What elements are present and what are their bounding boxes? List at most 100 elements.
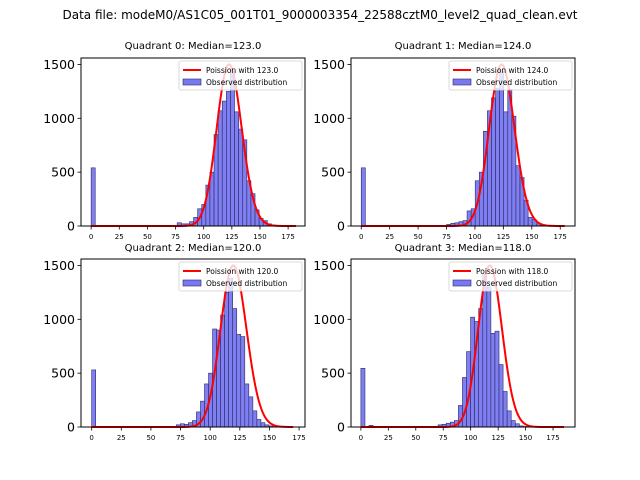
- x-tick-label: 125: [225, 233, 238, 241]
- y-tick-label: 1500: [313, 57, 345, 72]
- legend-label-observed: Observed distribution: [476, 279, 557, 288]
- x-tick-label: 150: [263, 434, 276, 442]
- histogram-bar: [495, 87, 500, 227]
- x-tick-label: 150: [519, 434, 532, 442]
- y-tick-label: 500: [51, 366, 75, 381]
- x-tick-label: 175: [292, 434, 305, 442]
- x-tick-label: 75: [176, 434, 185, 442]
- y-tick-label: 500: [321, 366, 345, 381]
- histogram-bar: [498, 364, 504, 428]
- subplot-title: Quadrant 3: Median=118.0: [395, 243, 532, 254]
- histogram-bar: [90, 167, 96, 227]
- x-tick-label: 0: [89, 434, 93, 442]
- x-tick-label: 75: [171, 233, 180, 241]
- histogram-bar: [494, 330, 500, 428]
- histogram-bar: [491, 97, 496, 227]
- axes-frame: [80, 258, 306, 428]
- y-tick-label: 1500: [43, 258, 75, 273]
- subplot-title: Quadrant 1: Median=124.0: [395, 41, 532, 52]
- x-tick-label: 125: [491, 434, 504, 442]
- histogram-bar: [462, 377, 467, 428]
- y-tick-label: 1000: [43, 312, 75, 327]
- x-tick-label: 25: [385, 233, 394, 241]
- histogram-bar: [503, 111, 509, 227]
- x-tick-label: 0: [89, 233, 93, 241]
- histogram-bar: [252, 410, 258, 428]
- legend-label-poisson: Poission with 120.0: [206, 267, 279, 276]
- x-tick-label: 50: [414, 233, 423, 241]
- legend-box: [448, 60, 573, 91]
- histogram-bar: [224, 292, 229, 428]
- y-tick-label: 0: [67, 420, 75, 435]
- histogram-bar: [515, 165, 521, 227]
- x-tick-label: 175: [281, 233, 294, 241]
- legend-label-observed: Observed distribution: [206, 78, 287, 87]
- histogram-bar: [486, 286, 492, 428]
- histogram-bar: [248, 396, 254, 428]
- histogram-bar: [221, 100, 227, 227]
- histogram-bar: [230, 70, 235, 227]
- y-tick-label: 500: [51, 165, 75, 180]
- histogram-bar: [360, 368, 366, 428]
- x-tick-label: 175: [546, 434, 559, 442]
- legend-label-observed: Observed distribution: [476, 78, 557, 87]
- subplot-2: Quadrant 2: Median=120.0 0 25 50 75 100 125 150…: [43, 243, 306, 442]
- y-tick-label: 1000: [43, 111, 75, 126]
- x-tick-label: 100: [203, 434, 216, 442]
- histogram-bar: [240, 336, 246, 428]
- x-tick-label: 0: [359, 434, 363, 442]
- y-tick-label: 0: [337, 420, 345, 435]
- y-tick-label: 1000: [313, 111, 345, 126]
- histogram-bar: [234, 111, 239, 227]
- x-tick-label: 25: [117, 434, 126, 442]
- y-tick-label: 1500: [43, 57, 75, 72]
- legend-label-observed: Observed distribution: [206, 279, 287, 288]
- x-tick-label: 125: [233, 434, 246, 442]
- y-tick-label: 1500: [313, 258, 345, 273]
- subplot-1: Quadrant 1: Median=124.0 0 25 50 75 100 125 150…: [313, 41, 576, 241]
- histogram-bar: [244, 383, 250, 428]
- histogram-bar: [260, 422, 266, 428]
- x-tick-label: 125: [497, 233, 510, 241]
- histogram-bar: [510, 420, 516, 428]
- x-tick-label: 75: [442, 233, 451, 241]
- histogram-bar: [232, 308, 238, 428]
- x-tick-label: 100: [197, 233, 210, 241]
- histogram-bar: [499, 70, 505, 227]
- legend-box: [178, 60, 303, 91]
- x-tick-label: 175: [554, 233, 567, 241]
- histogram-bar: [490, 333, 496, 428]
- x-tick-label: 150: [525, 233, 538, 241]
- x-tick-label: 50: [411, 434, 420, 442]
- legend-box: [448, 261, 573, 292]
- subplot-0: Quadrant 0: Median=123.0 0 25 50 75 100 125 150…: [43, 41, 306, 241]
- histogram-bar: [238, 128, 244, 227]
- legend-bar-swatch: [182, 279, 202, 287]
- histogram-bar: [220, 314, 225, 428]
- subplot-title: Quadrant 2: Median=120.0: [125, 243, 262, 254]
- histogram-bar: [236, 334, 242, 428]
- legend-label-poisson: Poission with 118.0: [476, 267, 549, 276]
- histogram-bar: [256, 419, 262, 428]
- histogram-bar: [506, 410, 512, 428]
- legend-label-poisson: Poission with 123.0: [206, 66, 279, 75]
- legend-bar-swatch: [182, 78, 202, 86]
- axes-frame: [350, 258, 576, 428]
- histogram-bar: [527, 217, 533, 227]
- x-tick-label: 50: [143, 233, 152, 241]
- histogram-bar: [91, 369, 96, 428]
- subplot-3: Quadrant 3: Median=118.0 0 25 50 75 100 125 150…: [313, 243, 576, 442]
- x-tick-label: 25: [384, 434, 393, 442]
- y-tick-label: 500: [321, 165, 345, 180]
- subplot-title: Quadrant 0: Median=123.0: [125, 41, 262, 52]
- x-tick-label: 50: [146, 434, 155, 442]
- axes-frame: [80, 57, 306, 227]
- x-tick-label: 100: [464, 434, 477, 442]
- histogram-bar: [217, 110, 223, 227]
- y-tick-label: 1000: [313, 312, 345, 327]
- x-tick-label: 100: [468, 233, 481, 241]
- histogram-bar: [360, 167, 366, 227]
- x-tick-label: 75: [439, 434, 448, 442]
- legend-bar-swatch: [452, 279, 472, 287]
